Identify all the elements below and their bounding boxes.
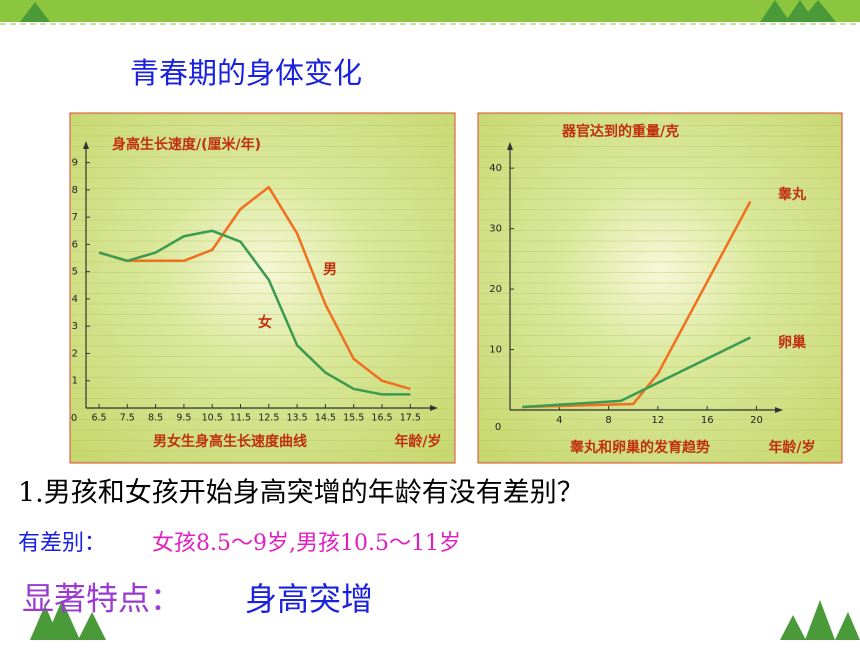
axis-arrow (775, 407, 783, 413)
feature-label: 显著特点： (22, 580, 182, 618)
panel-texture (478, 113, 842, 463)
series-line (98, 229, 411, 396)
panel-texture (70, 113, 455, 463)
axis-arrow (83, 141, 89, 149)
y-tick-label: 30 (489, 224, 502, 235)
x-axis-label: 年龄/岁 (768, 439, 815, 456)
y-tick-label: 6 (72, 239, 78, 250)
x-tick-label: 12 (652, 415, 665, 426)
y-tick-label: 10 (489, 345, 502, 356)
answer: 女孩8.5～9岁,男孩10.5～11岁 (152, 531, 461, 556)
x-tick-label: 8 (605, 415, 611, 426)
chart-caption: 男女生身高生长速度曲线 (153, 433, 307, 450)
top-bar (0, 0, 860, 22)
question: 1.男孩和女孩开始身高突增的年龄有没有差别？ (18, 478, 584, 509)
y-tick-label: 0 (495, 422, 501, 433)
y-tick-label: 7 (72, 212, 78, 223)
x-tick-label: 8.5 (148, 413, 163, 424)
y-tick-label: 3 (72, 321, 78, 332)
answer-label: 有差别： (18, 531, 106, 556)
y-tick-label: 9 (72, 158, 78, 169)
x-tick-label: 17.5 (400, 413, 421, 424)
x-tick-label: 16.5 (371, 413, 392, 424)
x-tick-label: 14.5 (315, 413, 336, 424)
series-line (522, 336, 751, 409)
x-tick-label: 16 (701, 415, 714, 426)
chart-title: 器官达到的重量/克 (561, 123, 679, 140)
series-label: 睾丸 (778, 186, 807, 203)
x-tick-label: 10.5 (202, 413, 223, 424)
chart-title: 身高生长速度/(厘米/年) (112, 136, 261, 153)
series-label: 男 (323, 262, 337, 278)
x-tick-label: 4 (556, 415, 562, 426)
y-tick-label: 20 (489, 284, 502, 295)
x-tick-label: 15.5 (343, 413, 364, 424)
slide-title: 青春期的身体变化 (130, 56, 362, 90)
y-tick-label: 5 (72, 267, 78, 278)
x-axis-label: 年龄/岁 (394, 433, 441, 450)
y-tick-label: 0 (71, 413, 77, 424)
x-tick-label: 20 (750, 415, 763, 426)
x-tick-label: 6.5 (91, 413, 106, 424)
chart-caption: 睾丸和卵巢的发育趋势 (570, 439, 710, 456)
series-label: 卵巢 (778, 334, 807, 351)
x-tick-label: 7.5 (120, 413, 135, 424)
x-tick-label: 11.5 (230, 413, 251, 424)
trees (20, 0, 860, 640)
y-tick-label: 4 (72, 294, 78, 305)
series-line (98, 185, 411, 391)
y-tick-label: 2 (72, 348, 78, 359)
x-tick-label: 12.5 (258, 413, 279, 424)
x-tick-label: 13.5 (287, 413, 308, 424)
y-tick-label: 8 (72, 185, 78, 196)
series-label: 女 (258, 314, 272, 331)
axis-arrow (430, 405, 438, 411)
feature: 身高突增 (245, 580, 373, 618)
y-tick-label: 1 (72, 376, 78, 387)
x-tick-label: 9.5 (176, 413, 191, 424)
axis-arrow (507, 142, 513, 150)
y-tick-label: 40 (489, 163, 502, 174)
